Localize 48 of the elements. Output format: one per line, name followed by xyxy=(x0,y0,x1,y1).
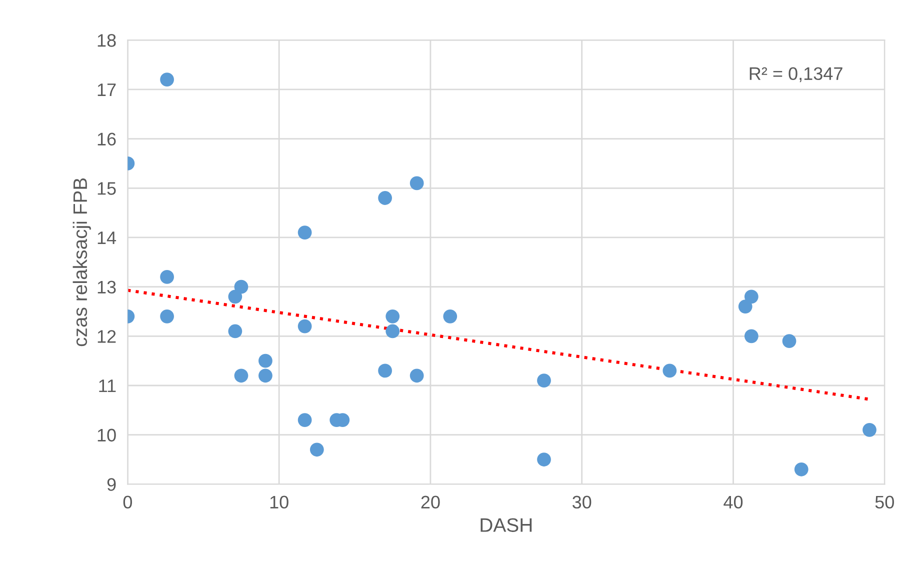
y-tick-label: 9 xyxy=(107,478,116,491)
point xyxy=(662,364,677,378)
y-tick-label: 17 xyxy=(98,84,116,96)
point xyxy=(378,191,392,205)
annotation: R² = 0,1347 xyxy=(750,67,842,82)
y-tick-label: 13 xyxy=(98,280,116,294)
point xyxy=(160,309,174,324)
point xyxy=(258,354,272,368)
point xyxy=(228,324,242,338)
x-tick-label: 20 xyxy=(421,496,440,509)
point xyxy=(386,309,400,324)
point xyxy=(234,368,248,383)
point xyxy=(794,462,808,476)
point xyxy=(298,226,312,240)
point xyxy=(298,319,312,334)
x-tick-label: 40 xyxy=(724,496,743,509)
y-axis-title: czas relaksacji FPB xyxy=(72,178,91,346)
point xyxy=(537,452,551,466)
point xyxy=(537,374,551,388)
point xyxy=(228,290,242,304)
point xyxy=(782,334,796,348)
y-tick-label: 18 xyxy=(98,34,116,47)
point xyxy=(298,413,312,427)
x-tick-label: 30 xyxy=(572,496,592,509)
point xyxy=(738,300,752,314)
x-tick-label: 0 xyxy=(123,496,132,509)
y-tick-label: 14 xyxy=(98,232,116,244)
point xyxy=(378,364,392,378)
y-tick-label: 12 xyxy=(98,330,116,343)
y-tick-label: 11 xyxy=(99,380,116,392)
point xyxy=(386,324,400,338)
point xyxy=(258,368,272,383)
point xyxy=(160,270,174,284)
point xyxy=(410,368,424,383)
point xyxy=(234,280,248,294)
point xyxy=(744,329,758,344)
x-tick-label: 50 xyxy=(875,496,894,509)
y-tick-label: 15 xyxy=(98,182,116,195)
x-tick-label: 10 xyxy=(270,496,288,509)
point xyxy=(862,422,876,437)
point xyxy=(160,72,174,87)
point xyxy=(443,309,458,324)
y-tick-label: 10 xyxy=(98,428,116,442)
y-tick-label: 16 xyxy=(98,132,116,146)
x-axis-title: DASH xyxy=(480,518,532,532)
point xyxy=(410,176,424,190)
point xyxy=(744,290,758,304)
point xyxy=(310,442,324,457)
